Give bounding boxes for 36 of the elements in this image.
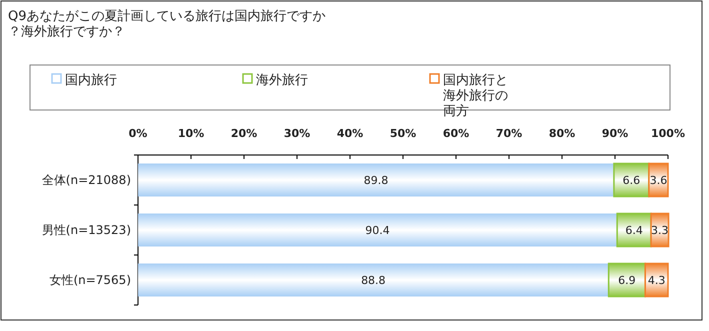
legend-label: 海外旅行 (256, 73, 308, 88)
x-tick-label: 80% (548, 127, 576, 140)
x-tick-label: 30% (284, 127, 310, 140)
legend-label: 国内旅行 (65, 73, 117, 88)
x-tick-label: 60% (442, 127, 470, 140)
data-label: 6.6 (622, 174, 640, 187)
x-tick-label: 50% (390, 127, 416, 140)
y-tick-label: 男性(n=13523) (42, 223, 131, 237)
x-tick-label: 40% (336, 127, 364, 140)
y-tick-label: 女性(n=7565) (49, 273, 131, 287)
x-tick-label: 10% (178, 127, 204, 140)
bar (650, 212, 670, 248)
bar (138, 214, 618, 246)
bar (644, 262, 669, 298)
x-tick-label: 20% (230, 127, 258, 140)
x-tick-label: 100% (651, 127, 685, 140)
bar (138, 164, 614, 196)
x-tick-label: 70% (496, 127, 522, 140)
bar (138, 264, 609, 296)
data-label: 6.4 (625, 224, 643, 237)
data-label: 3.6 (650, 174, 668, 187)
bar (613, 162, 650, 198)
x-tick-label: 0% (128, 127, 148, 140)
legend-label: 国内旅行と海外旅行の両方 (443, 73, 508, 120)
y-tick-label: 全体(n=21088) (42, 173, 131, 187)
data-label: 6.9 (618, 274, 636, 287)
bar (608, 262, 646, 298)
data-label: 90.4 (365, 224, 390, 237)
x-tick-label: 90% (602, 127, 628, 140)
data-label: 3.3 (651, 224, 669, 237)
chart-title: Q9あなたがこの夏計画している旅行は国内旅行ですか？海外旅行ですか？ (8, 9, 326, 40)
bar (616, 212, 652, 248)
data-label: 4.3 (648, 274, 666, 287)
data-label: 88.8 (361, 274, 386, 287)
bar (648, 162, 669, 198)
data-label: 89.8 (364, 174, 388, 187)
